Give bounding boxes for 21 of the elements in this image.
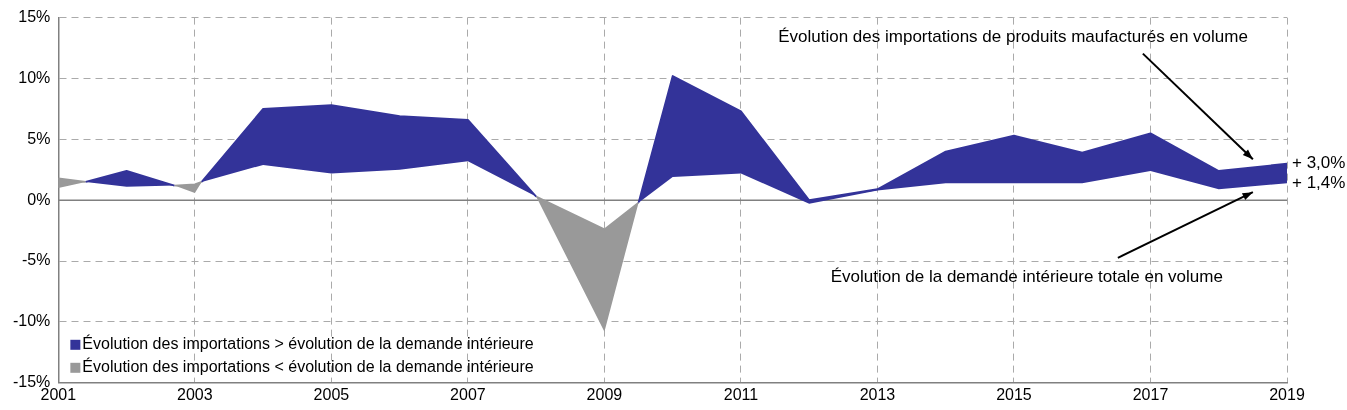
annotation: Évolution de la demande intérieure totale en volume [830,267,1223,287]
legend-label: Évolution des importations < évolution de la demande intérieure [82,357,534,376]
x-tick-label: 2003 [177,385,213,403]
y-tick-label: 15% [18,8,51,26]
legend-label: Évolution des importations > évolution de la demande intérieure [82,334,534,353]
x-tick-label: 2007 [450,385,486,403]
x-tick-label: 2019 [1269,385,1305,403]
x-tick-label: 2009 [586,385,623,403]
x-tick-label: 2015 [996,385,1032,403]
x-tick-label: 2005 [313,385,350,403]
x-tick-label: 2017 [1132,385,1169,403]
annotation: + 3,0% [1292,153,1346,173]
y-tick-label: 10% [18,68,51,86]
x-tick-label: 2011 [723,385,759,403]
annotation: Évolution des importations de produits maufacturés en volume [778,27,1248,47]
x-tick-label: 2013 [859,385,896,403]
annotation: + 1,4% [1292,172,1346,192]
y-tick-label: -5% [21,251,51,269]
y-tick-label: -10% [12,312,51,330]
y-tick-label: 0% [27,190,51,208]
y-tick-label: 5% [27,129,51,147]
